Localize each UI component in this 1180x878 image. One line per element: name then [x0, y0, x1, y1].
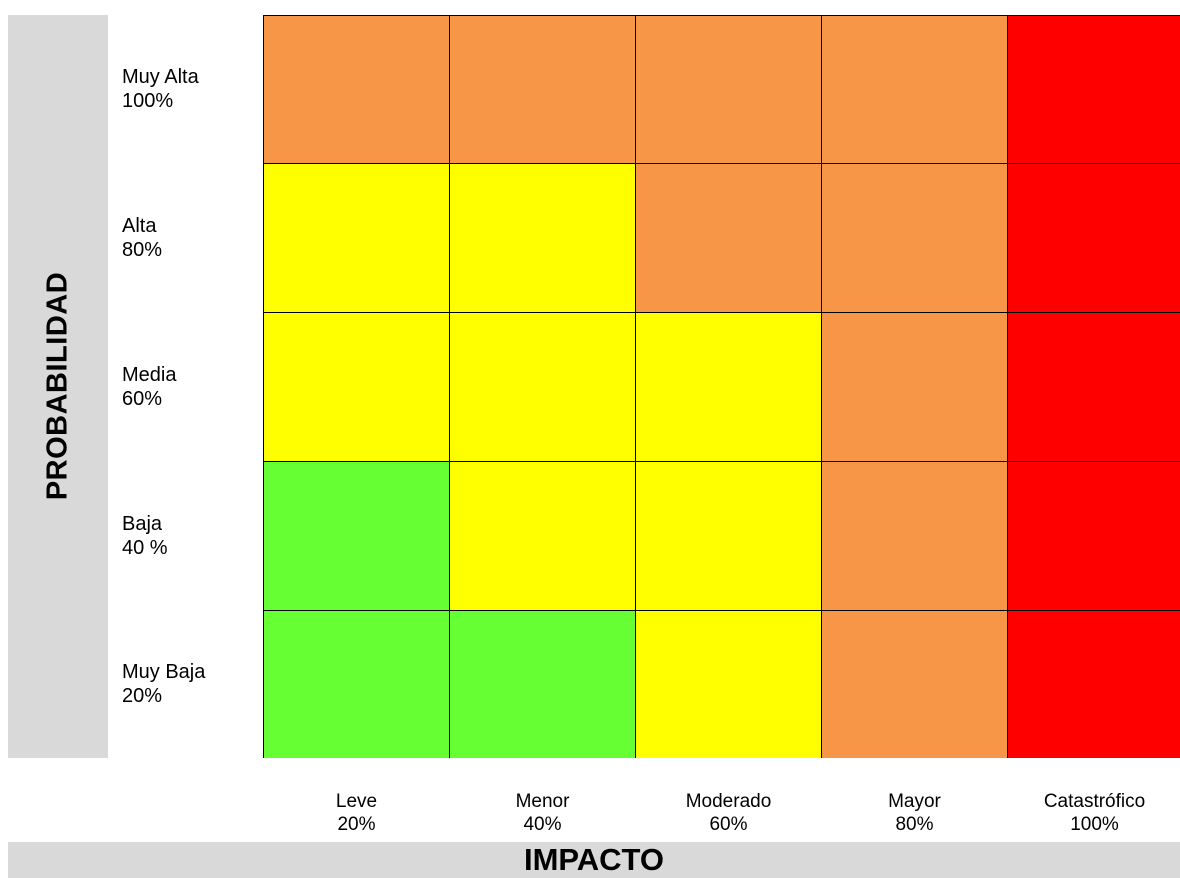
heatmap-cell	[263, 163, 450, 313]
heatmap-cell	[821, 15, 1008, 164]
y-tick-label: Baja 40 %	[122, 461, 262, 610]
y-tick-value: 100%	[122, 90, 174, 112]
heatmap-cell	[1007, 610, 1180, 758]
heatmap-cell	[635, 163, 822, 313]
heatmap-cell	[635, 312, 822, 462]
x-tick-value: 60%	[709, 814, 748, 835]
y-tick-value: 40 %	[122, 536, 168, 559]
heatmap-cell	[635, 15, 822, 164]
heatmap-cell	[263, 312, 450, 462]
y-tick-label: Muy Alta 100%	[122, 15, 262, 163]
x-axis-title: IMPACTO	[523, 842, 665, 877]
heatmap-cell	[263, 610, 450, 758]
x-tick-name: Mayor	[888, 791, 941, 812]
x-tick-value: 20%	[337, 814, 376, 835]
heatmap-cell	[449, 610, 636, 758]
x-tick-label: Mayor 80%	[822, 790, 1007, 836]
heatmap-cell	[1007, 163, 1180, 313]
x-tick-name: Moderado	[685, 791, 772, 812]
y-tick-name: Alta	[122, 214, 157, 237]
y-tick-label: Muy Baja 20%	[122, 610, 262, 758]
x-tick-value: 40%	[523, 814, 562, 835]
y-tick-value: 20%	[122, 685, 163, 707]
y-axis-band	[8, 15, 108, 758]
y-axis-title: PROBABILIDAD	[41, 271, 74, 501]
y-tick-name: Media	[122, 363, 177, 386]
heatmap-cell	[1007, 15, 1180, 164]
y-tick-value: 60%	[122, 387, 163, 410]
heatmap-cell	[449, 461, 636, 611]
heatmap-cell	[821, 610, 1008, 758]
x-tick-name: Catastrófico	[1043, 791, 1146, 812]
heatmap-cell	[449, 312, 636, 462]
heatmap-cell	[449, 163, 636, 313]
heatmap-cell	[263, 15, 450, 164]
x-tick-label: Menor 40%	[450, 790, 635, 836]
x-axis-band: IMPACTO	[8, 842, 1180, 878]
x-tick-label: Moderado 60%	[636, 790, 821, 836]
y-tick-name: Muy Alta	[122, 66, 199, 88]
heatmap-cell	[1007, 312, 1180, 462]
heatmap-cell	[1007, 461, 1180, 611]
heatmap-cell	[635, 461, 822, 611]
y-tick-label: Alta 80%	[122, 163, 262, 312]
y-tick-name: Baja	[122, 512, 163, 535]
y-tick-name: Muy Baja	[122, 661, 206, 683]
heatmap-cell	[449, 15, 636, 164]
x-tick-name: Menor	[515, 791, 570, 812]
x-tick-value: 100%	[1070, 814, 1119, 835]
y-tick-value: 80%	[122, 238, 163, 261]
x-tick-value: 80%	[895, 814, 934, 835]
heatmap-cell	[263, 461, 450, 611]
heatmap-cell	[821, 461, 1008, 611]
heatmap-cell	[821, 163, 1008, 313]
y-tick-label: Media 60%	[122, 312, 262, 461]
x-tick-name: Leve	[335, 791, 378, 812]
heatmap-cell	[821, 312, 1008, 462]
x-tick-label: Catastrófico 100%	[1002, 790, 1180, 836]
heatmap-cell	[635, 610, 822, 758]
x-tick-label: Leve 20%	[264, 790, 449, 836]
risk-matrix-grid	[263, 15, 1180, 758]
